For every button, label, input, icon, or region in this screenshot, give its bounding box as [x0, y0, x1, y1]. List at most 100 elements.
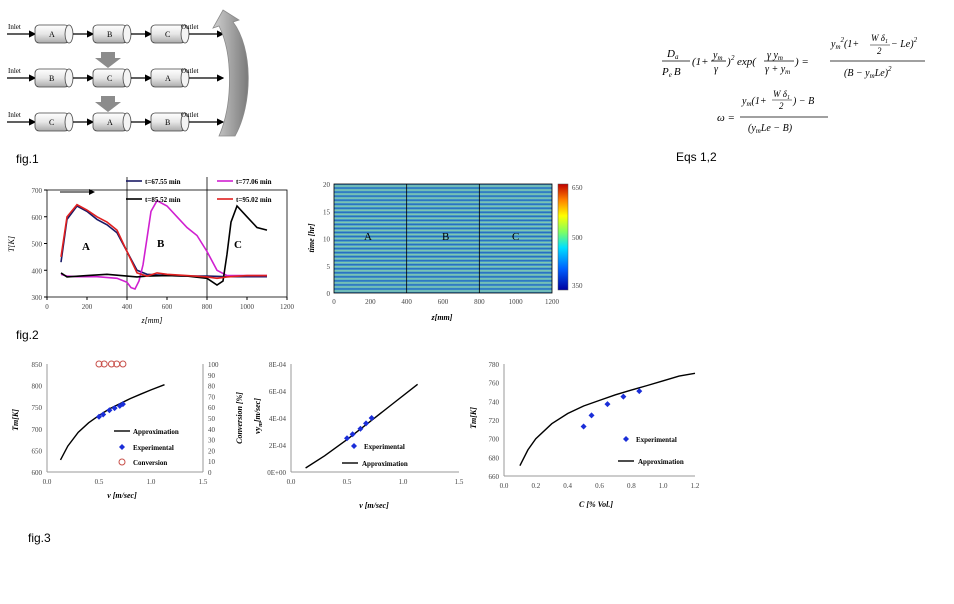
svg-text:) =: ) =: [794, 56, 809, 68]
heatmap-stripe: [334, 232, 552, 237]
svg-text:ω =: ω =: [717, 112, 735, 124]
x-tick-label: 1.5: [455, 478, 464, 486]
down-arrow-icon: [95, 96, 121, 112]
y-tick-label: 600: [32, 214, 43, 222]
heatmap-stripe: [334, 216, 552, 221]
data-point-diamond: [119, 444, 125, 450]
region-label: A: [364, 231, 372, 243]
y-tick-label: 8E-04: [269, 361, 287, 369]
down-arrow-icon: [95, 52, 121, 68]
legend-label: t=95.02 min: [236, 196, 272, 204]
x-tick-label: 1200: [545, 298, 560, 306]
x-tick-label: 0.8: [627, 482, 636, 490]
x-tick-label: 1.2: [691, 482, 700, 490]
y-tick-label: 20: [323, 181, 331, 189]
reactor-cap: [122, 24, 132, 44]
fig3-panel-1: 0.0 0.5 1.0 1.5 600 650 700 750 800 850 0 10 20 30 40 5…: [2, 356, 252, 506]
data-point-diamond: [623, 436, 629, 442]
svg-text:W δ1: W δ1: [871, 34, 888, 45]
x-tick-label: 0.4: [563, 482, 572, 490]
legend-label: Approximation: [133, 428, 179, 436]
data-point-diamond: [119, 401, 126, 408]
reactor-label: C: [165, 30, 170, 39]
heatmap-stripe: [334, 240, 552, 245]
fig2-heatmap: 0 200 400 600 800 1000 1200 0 5 10 15 20 A B C 650 500 35…: [302, 176, 598, 326]
heatmap-stripe: [334, 220, 552, 225]
legend-swatch: [118, 458, 126, 466]
y-tick-label: 300: [32, 294, 43, 302]
x-tick-label: 1000: [240, 303, 255, 311]
data-point-diamond: [357, 425, 364, 432]
svg-text:ym: ym: [712, 50, 723, 62]
y-tick-label: 400: [32, 267, 43, 275]
reactor-label: A: [49, 30, 55, 39]
data-point-diamond: [100, 411, 107, 418]
legend-label: Approximation: [638, 458, 684, 466]
heatmap-stripe: [334, 264, 552, 269]
y2-tick-label: 30: [208, 437, 216, 445]
x-tick-label: 1000: [509, 298, 524, 306]
x-tick-label: 0.0: [500, 482, 509, 490]
x-tick-label: 200: [82, 303, 93, 311]
heatmap-stripe: [334, 224, 552, 229]
heatmap-stripe: [334, 256, 552, 261]
x-tick-label: 800: [202, 303, 213, 311]
y-tick-label: 6E-04: [269, 388, 287, 396]
region-label: B: [157, 238, 165, 250]
fig3-caption: fig.3: [28, 531, 51, 545]
heatmap-stripe: [334, 236, 552, 241]
x-tick-label: 0: [332, 298, 336, 306]
y-tick-label: 740: [489, 398, 500, 406]
series-line-2: [60, 204, 268, 286]
fig1-diagram: Inlet A B C Outlet Inlet B C A Outlet Inlet C A B Outl…: [5, 8, 265, 143]
svg-text:2: 2: [731, 54, 735, 62]
series-line-3: [60, 203, 267, 280]
region-label: B: [442, 231, 449, 243]
heatmap-stripe: [334, 260, 552, 265]
y-tick-label: 660: [489, 473, 500, 481]
reactor-cap: [64, 112, 74, 132]
equation-2: ω = ym(1+ W δ1 2 ) − B (ymLe − B): [717, 89, 828, 135]
heatmap-stripe: [334, 280, 552, 285]
data-point-diamond: [636, 388, 643, 395]
reactor-cap: [122, 68, 132, 88]
y2-tick-label: 80: [208, 383, 216, 391]
legend-label: Approximation: [362, 460, 408, 468]
y-axis-label: vym[m/sec]: [253, 398, 264, 434]
y2-tick-label: 70: [208, 393, 216, 401]
conversion-point: [100, 360, 108, 368]
y-axis-label-sub: m: [258, 422, 264, 427]
heatmap-stripe: [334, 244, 552, 249]
x-tick-label: 0: [45, 303, 49, 311]
y2-tick-label: 20: [208, 447, 216, 455]
x-tick-label: 1.0: [399, 478, 408, 486]
y-tick-label: 760: [489, 380, 500, 388]
outlet-label: Outlet: [181, 111, 199, 119]
x-tick-label: 0.0: [287, 478, 296, 486]
inlet-label: Inlet: [8, 67, 21, 75]
data-point-diamond: [351, 443, 357, 449]
heatmap-stripe: [334, 196, 552, 201]
heatmap-stripe: [334, 268, 552, 273]
region-label: C: [512, 231, 519, 243]
data-point-diamond: [580, 423, 587, 430]
x-axis-label: z[mm]: [431, 313, 453, 322]
x-tick-label: 0.2: [531, 482, 540, 490]
reactor-label: A: [107, 118, 113, 127]
x-axis-label: v [m/sec]: [359, 501, 389, 510]
y-axis-label: time [hr]: [307, 223, 316, 252]
svg-text:γ: γ: [714, 64, 719, 75]
x-tick-label: 0.0: [43, 478, 52, 486]
data-point-diamond: [106, 407, 113, 414]
heatmap-stripe: [334, 276, 552, 281]
heatmap-stripe: [334, 212, 552, 217]
y-tick-label: 5: [327, 263, 331, 271]
reactor-label: B: [107, 30, 112, 39]
data-point-diamond: [604, 401, 611, 408]
y-axis-label-unit: [m/sec]: [253, 398, 262, 422]
inlet-label: Inlet: [8, 111, 21, 119]
y-axis-label-main: vy: [253, 426, 262, 434]
y-tick-label: 15: [323, 208, 331, 216]
y-tick-label: 650: [32, 447, 43, 455]
svg-text:2: 2: [877, 46, 882, 56]
